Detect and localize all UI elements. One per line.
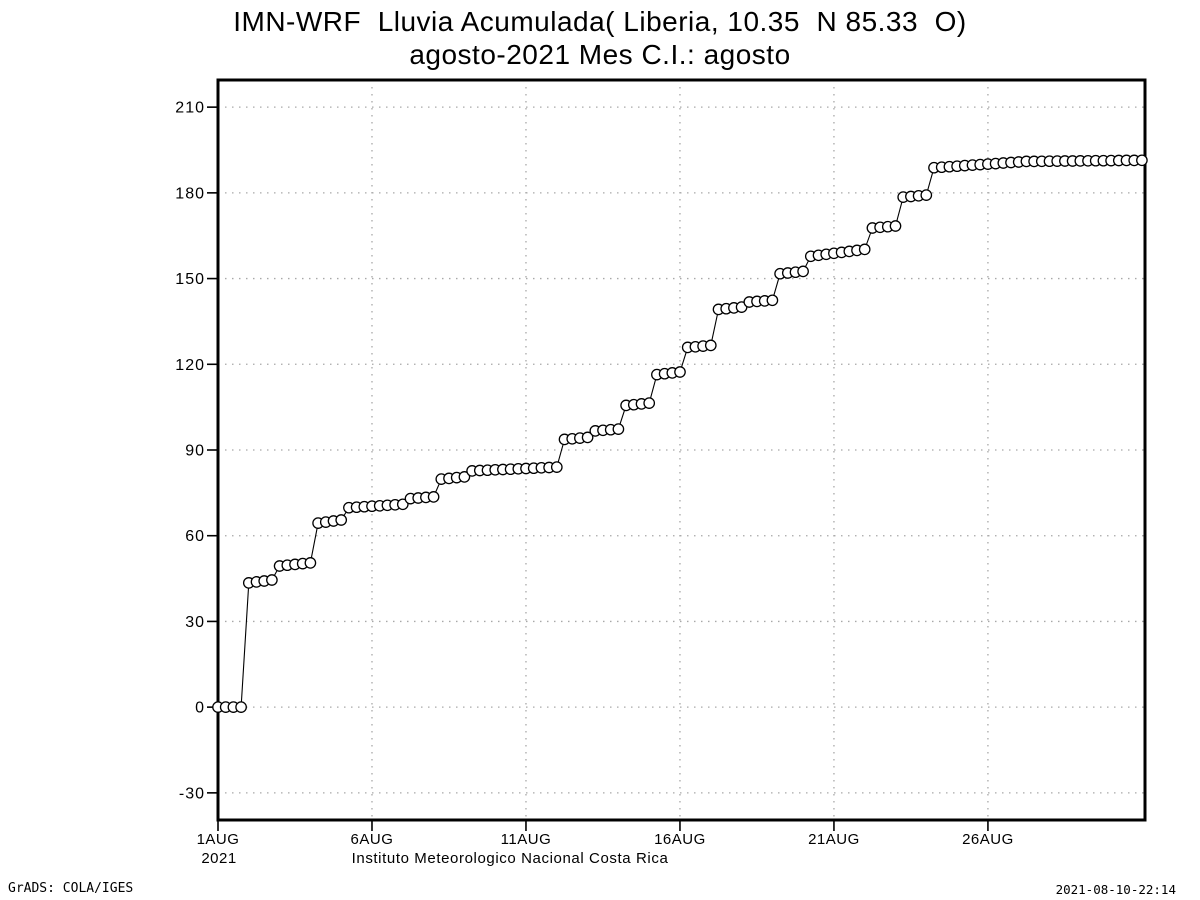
y-tick-label: -30 [179, 785, 205, 802]
rain-series-marker [1136, 154, 1148, 167]
rain-series-marker [889, 220, 902, 232]
rain-series-marker [427, 491, 440, 503]
y-tick-label: 0 [195, 700, 205, 717]
rain-series-marker [304, 557, 317, 569]
x-tick-label: 1AUG [197, 831, 240, 848]
x-tick-label: 11AUG [501, 831, 552, 848]
chart-title-block: IMN-WRF Lluvia Acumulada( Liberia, 10.35… [0, 6, 1200, 71]
chart-title: IMN-WRF Lluvia Acumulada( Liberia, 10.35… [233, 6, 967, 37]
x-tick-label: 26AUG [962, 831, 1014, 848]
x-axis-year-label: 2021 [201, 850, 236, 867]
generation-timestamp: 2021-08-10-22:14 [1055, 882, 1176, 897]
rain-series-marker [766, 294, 779, 307]
y-tick-label: 60 [185, 528, 205, 545]
rain-series-marker [235, 701, 247, 713]
x-tick-label: 21AUG [808, 831, 860, 848]
x-axis-caption: Instituto Meteorologico Nacional Costa R… [351, 850, 669, 867]
rain-series-marker [797, 265, 809, 278]
y-tick-label: 210 [175, 100, 205, 117]
plot-frame [216, 78, 1147, 822]
rain-series-marker [674, 366, 686, 378]
rain-series-marker [550, 461, 563, 473]
rain-series-marker [643, 397, 656, 409]
rain-series-marker [920, 189, 933, 201]
rain-series-marker [858, 243, 871, 256]
rain-series-marker [396, 498, 409, 511]
rain-series-marker [704, 339, 717, 352]
y-tick-label: 120 [175, 357, 205, 374]
rain-series-marker [335, 514, 348, 526]
rain-series-marker [612, 423, 625, 435]
x-tick-label: 6AUG [351, 831, 394, 848]
rain-series-marker [266, 574, 278, 586]
grads-watermark: GrADS: COLA/IGES [8, 881, 134, 896]
rain-series-marker [581, 431, 594, 444]
y-tick-label: 150 [175, 271, 205, 288]
y-tick-label: 90 [185, 443, 205, 460]
chart-subtitle: agosto-2021 Mes C.I.: agosto [409, 39, 791, 70]
y-tick-label: 180 [175, 185, 205, 202]
rain-series-marker [458, 471, 471, 483]
x-tick-label: 16AUG [654, 831, 706, 848]
y-tick-label: 30 [185, 614, 205, 631]
